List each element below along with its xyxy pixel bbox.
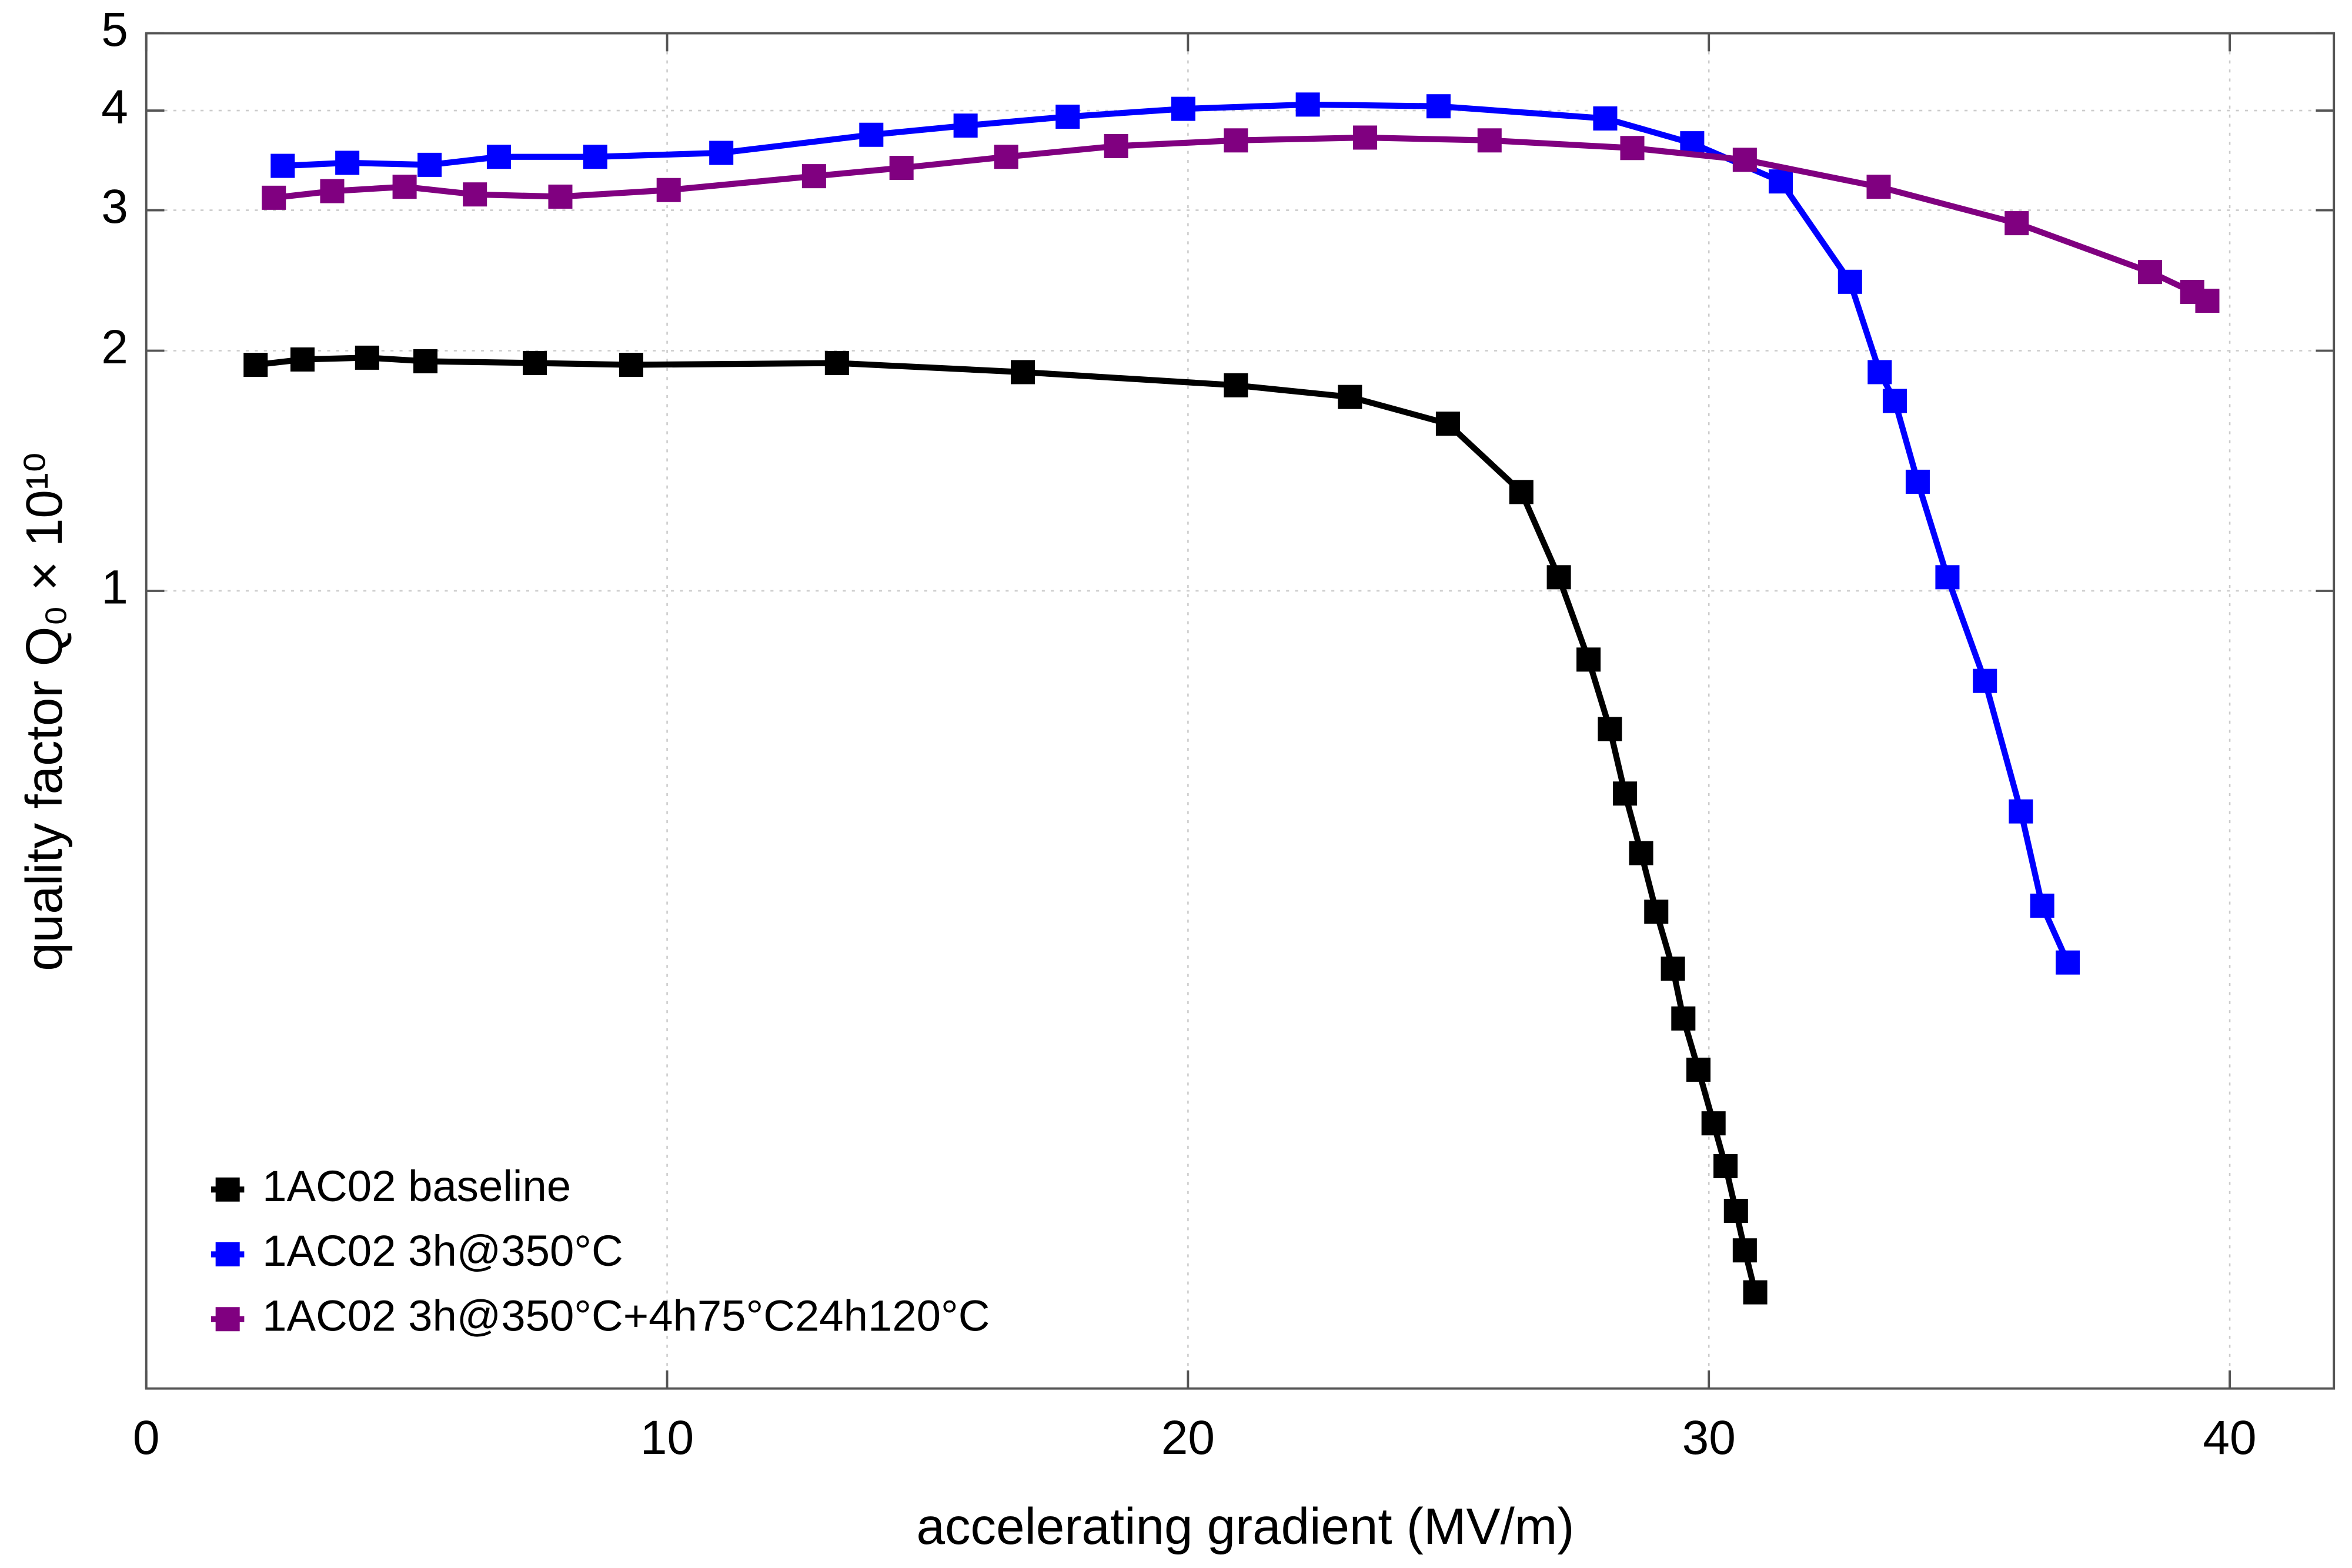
data-point xyxy=(1671,1006,1696,1031)
legend-marker xyxy=(215,1177,240,1202)
data-point xyxy=(486,145,511,169)
data-point xyxy=(392,175,417,199)
data-point xyxy=(1686,1057,1711,1082)
data-point xyxy=(417,152,442,177)
data-point xyxy=(1353,125,1378,150)
data-point xyxy=(953,113,978,138)
data-point xyxy=(656,178,681,202)
data-point xyxy=(2056,950,2080,975)
data-point xyxy=(1838,269,1862,294)
legend-label: 1AC02 baseline xyxy=(262,1162,571,1211)
data-point xyxy=(1701,1111,1726,1136)
x-tick-label: 0 xyxy=(133,1411,160,1465)
x-axis-label: accelerating gradient (MV/m) xyxy=(916,1498,1574,1555)
data-point xyxy=(262,185,286,210)
data-point xyxy=(1713,1154,1738,1179)
data-point xyxy=(1905,469,1930,494)
data-point xyxy=(1620,136,1645,161)
data-point xyxy=(1295,92,1320,117)
data-point xyxy=(583,145,607,169)
y-axis-label: quality factor Q₀ × 10¹⁰ xyxy=(16,452,73,971)
data-point xyxy=(1867,360,1892,385)
data-point xyxy=(413,349,438,373)
data-point xyxy=(1598,717,1622,741)
data-point xyxy=(1477,128,1502,153)
data-point xyxy=(889,156,914,180)
data-point xyxy=(1435,412,1460,436)
data-point xyxy=(1104,133,1128,159)
data-point xyxy=(2030,893,2054,918)
y-tick-label: 5 xyxy=(101,3,128,56)
data-point xyxy=(1732,1238,1757,1263)
data-point xyxy=(1866,175,1891,199)
data-point xyxy=(523,350,547,375)
data-point xyxy=(801,164,826,189)
data-point xyxy=(2195,289,2220,313)
data-point xyxy=(1973,668,1997,693)
legend-label: 1AC02 3h@350°C xyxy=(262,1226,623,1275)
series-line xyxy=(282,101,2071,964)
data-point xyxy=(1743,1280,1768,1305)
data-point xyxy=(355,345,379,370)
data-point xyxy=(824,350,849,375)
data-point xyxy=(1723,1199,1748,1223)
data-point xyxy=(1644,900,1669,924)
y-tick-label: 4 xyxy=(101,81,128,134)
data-point xyxy=(290,347,315,372)
data-point xyxy=(270,153,295,178)
data-point xyxy=(709,141,734,165)
data-point xyxy=(1509,480,1534,504)
x-tick-label: 20 xyxy=(1161,1411,1215,1465)
data-point xyxy=(463,182,487,207)
data-point xyxy=(1011,360,1035,385)
data-point xyxy=(1935,565,1960,590)
data-point xyxy=(548,184,573,209)
data-point xyxy=(1426,94,1451,119)
x-tick-label: 30 xyxy=(1682,1411,1736,1465)
data-point xyxy=(1882,389,1907,413)
data-point xyxy=(1732,148,1757,172)
data-point xyxy=(1055,104,1080,129)
data-point xyxy=(2009,799,2033,824)
data-point xyxy=(1224,373,1248,397)
data-point xyxy=(320,179,345,203)
data-point xyxy=(1224,128,1248,153)
x-tick-label: 10 xyxy=(640,1411,694,1465)
data-point xyxy=(1629,841,1653,865)
y-tick-label: 3 xyxy=(101,180,128,233)
data-point xyxy=(1546,565,1571,590)
plot-frame xyxy=(145,32,2336,1390)
data-point xyxy=(1768,169,1793,194)
data-point xyxy=(1593,106,1618,131)
data-point xyxy=(2004,211,2029,236)
data-point xyxy=(2138,260,2163,285)
legend-label: 1AC02 3h@350°C+4h75°C24h120°C xyxy=(262,1291,990,1340)
data-point xyxy=(994,145,1018,169)
data-point xyxy=(1613,781,1638,806)
y-tick-label: 1 xyxy=(101,561,128,614)
data-point xyxy=(243,353,268,377)
y-tick-label: 2 xyxy=(101,320,128,374)
data-point xyxy=(1576,647,1601,672)
data-point xyxy=(1661,957,1685,981)
data-point xyxy=(619,353,643,377)
data-point xyxy=(335,151,360,175)
series-line xyxy=(273,134,2209,304)
data-point xyxy=(859,122,884,147)
x-tick-label: 40 xyxy=(2203,1411,2256,1465)
data-point xyxy=(1338,385,1362,409)
legend-marker xyxy=(215,1307,240,1332)
data-point xyxy=(1171,96,1195,121)
legend-marker xyxy=(215,1242,240,1267)
